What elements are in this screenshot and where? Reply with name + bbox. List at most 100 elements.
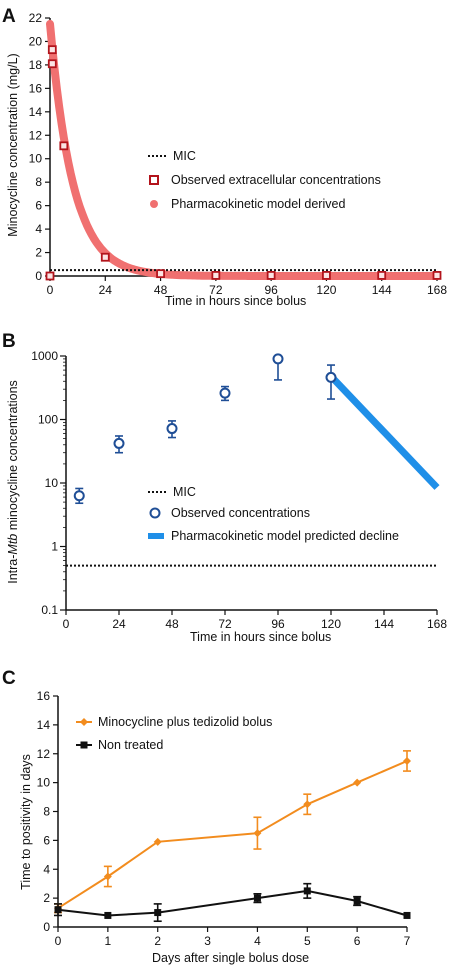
panel-b-legend: MIC Observed concentrations Pharmacokine… xyxy=(148,485,399,543)
panel-a-y-tick-label: 16 xyxy=(29,81,43,95)
panel-b-x-tick-label: 120 xyxy=(321,617,341,631)
panel-b-observed-point xyxy=(219,387,231,399)
panel-c-legend-treated-swatch-marker xyxy=(80,718,88,726)
panel-c-treated-point xyxy=(403,756,411,765)
panel-c-treated-point xyxy=(353,778,362,787)
panel-a-observed-point xyxy=(100,252,110,262)
panel-c-untreated-point xyxy=(54,906,62,914)
panel-b-legend-model: Pharmacokinetic model predicted decline xyxy=(171,529,399,543)
panel-c-y-tick-label: 6 xyxy=(43,833,50,847)
panel-b-observed-point xyxy=(73,490,85,502)
panel-a-observed-point xyxy=(322,271,331,280)
panel-b-x-tick-label: 168 xyxy=(427,617,447,631)
panel-b-legend-model-swatch xyxy=(148,533,164,539)
panel-a-y-tick-label: 10 xyxy=(29,152,43,166)
panel-a-observed-point xyxy=(45,271,55,281)
panel-b-x-tick-label: 0 xyxy=(63,617,70,631)
panel-c-untreated-point xyxy=(403,911,411,919)
panel-a-y-axis-label: Minocycline concentration (mg/L) xyxy=(6,53,20,236)
panel-b-model-line xyxy=(328,373,440,490)
panel-c-x-tick-label: 6 xyxy=(354,934,361,948)
panel-a-legend-observed-swatch xyxy=(149,175,159,185)
panel-c-y-tick-label: 8 xyxy=(43,805,50,819)
panel-c-label: C xyxy=(2,668,16,689)
panel-a-x-tick-label: 0 xyxy=(47,283,54,297)
panel-a-y-tick-label: 0 xyxy=(35,269,42,283)
panel-a-observed-point xyxy=(377,271,387,280)
panel-c-treated-point xyxy=(253,829,262,838)
panel-a-legend-observed: Observed extracellular concentrations xyxy=(171,173,381,187)
panel-a-observed-point xyxy=(266,271,276,280)
panel-c: C Days after single bolus dose Time to p… xyxy=(2,668,411,965)
panel-c-untreated-point xyxy=(303,887,311,895)
panel-c-x-axis-label: Days after single bolus dose xyxy=(152,951,309,965)
panel-c-y-tick-label: 14 xyxy=(37,718,51,732)
panel-c-x-tick-label: 1 xyxy=(105,934,112,948)
panel-c-x-tick-label: 4 xyxy=(254,934,261,948)
panel-c-untreated-point xyxy=(253,894,261,902)
panel-a-x-axis-label: Time in hours since bolus xyxy=(165,294,306,308)
panel-a-observed-point xyxy=(432,271,442,280)
panel-a-x-tick-label: 168 xyxy=(427,283,447,297)
panel-b-y-tick-label: 0.1 xyxy=(41,603,58,617)
panel-b-observed-point xyxy=(166,423,178,435)
panel-c-x-tick-label: 3 xyxy=(204,934,211,948)
panel-a-x-tick-label: 96 xyxy=(264,283,278,297)
panel-a-observed-point xyxy=(47,59,57,69)
panel-a-legend: MIC Observed extracellular concentration… xyxy=(148,149,381,211)
panel-c-legend-untreated: Non treated xyxy=(98,738,163,752)
panel-a-y-tick-label: 20 xyxy=(29,34,43,48)
panel-b: B Time in hours since bolus Intra-Mtb mi… xyxy=(2,331,447,644)
panel-b-plot-area: 0.1 1 10 100 1000 0 24 48 72 96 120 144 168 xyxy=(31,349,447,631)
panel-c-treated-point xyxy=(303,800,312,809)
panel-c-y-tick-label: 0 xyxy=(43,920,50,934)
panel-c-y-tick-label: 2 xyxy=(43,891,50,905)
panel-b-y-axis-label: Intra-Mtb minocycline concentrations xyxy=(6,380,20,584)
panel-a-y-tick-label: 2 xyxy=(35,246,42,260)
panel-c-legend: Minocycline plus tedizolid bolus Non tre… xyxy=(76,715,272,752)
panel-a-model-curve xyxy=(46,19,441,280)
panel-a-observed-point xyxy=(47,45,57,55)
panel-a-label: A xyxy=(2,6,16,27)
panel-b-legend-observed-swatch xyxy=(149,507,161,519)
panel-a-y-tick-label: 18 xyxy=(29,58,43,72)
panel-b-x-tick-label: 48 xyxy=(165,617,179,631)
panel-c-untreated-point xyxy=(353,897,361,905)
panel-c-treated-point xyxy=(103,872,112,881)
panel-c-x-tick-label: 7 xyxy=(404,934,411,948)
panel-b-observed-point xyxy=(272,353,284,365)
panel-c-legend-treated: Minocycline plus tedizolid bolus xyxy=(98,715,272,729)
panel-b-x-tick-label: 24 xyxy=(112,617,126,631)
panel-c-x-tick-label: 2 xyxy=(154,934,161,948)
panel-c-x-tick-label: 0 xyxy=(55,934,62,948)
panel-a-legend-mic: MIC xyxy=(173,149,196,163)
panel-a-x-tick-label: 72 xyxy=(209,283,223,297)
panel-c-treated-point xyxy=(153,837,162,846)
panel-b-legend-mic: MIC xyxy=(173,485,196,499)
panel-a-x-tick-label: 120 xyxy=(316,283,336,297)
panel-c-untreated-point xyxy=(104,911,112,919)
panel-a-observed-point xyxy=(211,271,221,280)
panel-b-observed-point xyxy=(325,371,337,383)
panel-b-x-tick-label: 96 xyxy=(271,617,285,631)
panel-a-x-tick-label: 144 xyxy=(372,283,392,297)
panel-a-observed-point xyxy=(156,269,165,279)
panel-c-y-axis-label: Time to positivity in days xyxy=(19,754,33,890)
panel-b-x-tick-label: 144 xyxy=(374,617,394,631)
panel-b-y-tick-label: 10 xyxy=(45,476,59,490)
panel-c-untreated-point xyxy=(154,909,162,917)
panel-b-y-tick-label: 1000 xyxy=(31,349,58,363)
panel-b-observed-point xyxy=(113,437,125,449)
panel-b-y-tick-label: 100 xyxy=(38,413,58,427)
panel-a-x-tick-label: 24 xyxy=(99,283,113,297)
panel-a-y-tick-label: 4 xyxy=(35,222,42,236)
panel-b-x-tick-label: 72 xyxy=(218,617,232,631)
panel-b-legend-observed: Observed concentrations xyxy=(171,506,310,520)
panel-a-x-tick-label: 48 xyxy=(154,283,168,297)
panel-a-y-tick-label: 14 xyxy=(29,105,43,119)
panel-a-y-tick-label: 12 xyxy=(29,128,43,142)
panel-a-legend-model-swatch xyxy=(150,200,158,208)
